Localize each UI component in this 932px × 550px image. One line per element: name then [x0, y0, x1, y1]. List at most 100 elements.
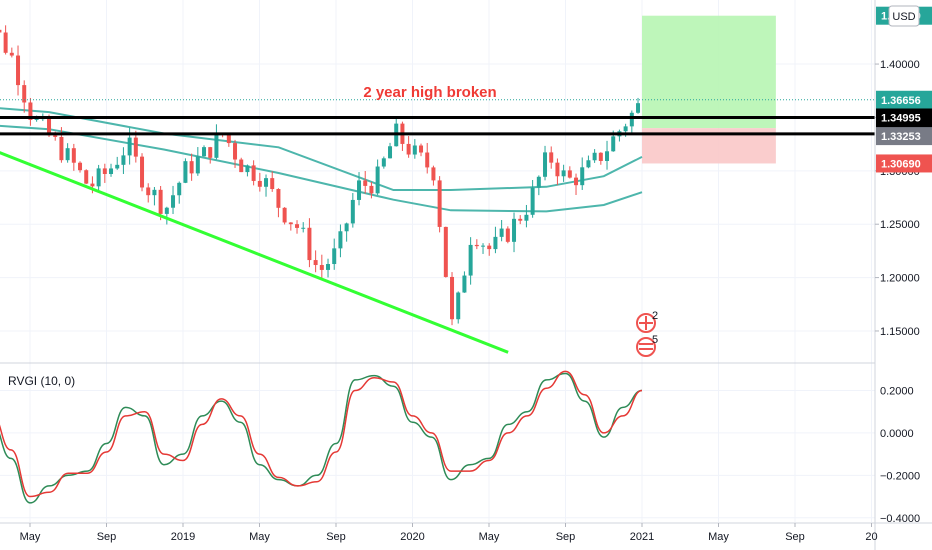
- candle-body[interactable]: [65, 148, 70, 161]
- candle-body[interactable]: [71, 148, 76, 163]
- candle-body[interactable]: [629, 112, 634, 127]
- y-tick-label[interactable]: 1.40000: [880, 59, 920, 71]
- candle-body[interactable]: [357, 180, 362, 200]
- rvgi-signal-line[interactable]: [0, 370, 643, 498]
- candle-body[interactable]: [90, 183, 95, 187]
- candle-body[interactable]: [549, 152, 554, 163]
- candle-body[interactable]: [468, 244, 473, 276]
- candle-body[interactable]: [146, 187, 151, 196]
- candle-body[interactable]: [158, 189, 163, 214]
- price-tag-box[interactable]: [876, 90, 932, 109]
- y-tick-label[interactable]: 1.15000: [880, 326, 920, 338]
- candle-body[interactable]: [543, 152, 548, 177]
- x-tick-label[interactable]: Sep: [785, 531, 805, 543]
- candle-body[interactable]: [431, 167, 436, 181]
- candle-body[interactable]: [202, 147, 207, 157]
- candle-body[interactable]: [264, 178, 269, 187]
- candle-body[interactable]: [338, 231, 343, 249]
- candle-body[interactable]: [474, 244, 479, 247]
- candle-body[interactable]: [313, 260, 318, 266]
- moving-average-1[interactable]: [0, 105, 643, 191]
- candle-body[interactable]: [96, 168, 101, 187]
- candle-body[interactable]: [388, 146, 393, 159]
- price-tag[interactable]: 1.34995: [876, 108, 932, 127]
- candle-body[interactable]: [288, 222, 293, 225]
- price-tag-box[interactable]: [876, 108, 932, 127]
- candle-body[interactable]: [152, 189, 157, 196]
- price-tag[interactable]: 1.33253: [876, 127, 932, 146]
- moving-average-2[interactable]: [0, 123, 643, 213]
- candle-body[interactable]: [499, 228, 504, 237]
- candle-body[interactable]: [239, 159, 244, 173]
- candle-body[interactable]: [567, 170, 572, 178]
- currency-badge[interactable]: USD: [888, 5, 920, 27]
- event-markers[interactable]: 2 5: [636, 310, 658, 357]
- candle-body[interactable]: [605, 151, 610, 161]
- candle-body[interactable]: [282, 207, 287, 223]
- candle-body[interactable]: [580, 167, 585, 186]
- x-tick-label[interactable]: 2021: [630, 531, 654, 543]
- x-tick-label[interactable]: 2019: [171, 531, 195, 543]
- candle-body[interactable]: [16, 55, 21, 86]
- candle-body[interactable]: [257, 180, 262, 187]
- candle-body[interactable]: [406, 143, 411, 155]
- event-marker-uk[interactable]: 2: [636, 310, 658, 333]
- candle-body[interactable]: [270, 178, 275, 190]
- candle-body[interactable]: [183, 161, 188, 183]
- candle-body[interactable]: [381, 158, 386, 167]
- candle-body[interactable]: [121, 155, 126, 165]
- candle-body[interactable]: [84, 170, 89, 184]
- candle-body[interactable]: [524, 214, 529, 221]
- candle-body[interactable]: [369, 185, 374, 194]
- candle-body[interactable]: [307, 227, 312, 261]
- candle-body[interactable]: [623, 126, 628, 132]
- candle-body[interactable]: [518, 218, 523, 221]
- candle-body[interactable]: [592, 152, 597, 161]
- candle-body[interactable]: [245, 165, 250, 173]
- candle-body[interactable]: [481, 245, 486, 247]
- candle-body[interactable]: [332, 248, 337, 265]
- price-tag-box[interactable]: [876, 154, 932, 173]
- candle-body[interactable]: [47, 118, 52, 136]
- candle-body[interactable]: [561, 170, 566, 177]
- y-tick-label[interactable]: 1.25000: [880, 219, 920, 231]
- candle-body[interactable]: [22, 85, 27, 103]
- candle-body[interactable]: [171, 195, 176, 208]
- x-tick-label[interactable]: 2020: [400, 531, 424, 543]
- x-tick-label[interactable]: Sep: [326, 531, 346, 543]
- x-tick-label[interactable]: May: [708, 531, 729, 543]
- candle-body[interactable]: [487, 245, 492, 250]
- candle-body[interactable]: [189, 161, 194, 174]
- candle-body[interactable]: [456, 292, 461, 320]
- candle-body[interactable]: [375, 166, 380, 194]
- x-tick-label[interactable]: May: [20, 531, 41, 543]
- candle-body[interactable]: [319, 265, 324, 270]
- candle-body[interactable]: [462, 275, 467, 293]
- price-tag-box[interactable]: [876, 127, 932, 146]
- position-profit-zone[interactable]: [642, 15, 776, 129]
- candle-body[interactable]: [536, 176, 541, 188]
- candle-body[interactable]: [177, 182, 182, 196]
- x-tick-label[interactable]: 20: [865, 531, 877, 543]
- candle-body[interactable]: [530, 187, 535, 215]
- rvgi-axis[interactable]: 0.2000 0.0000 −0.2000 −0.4000: [880, 385, 920, 524]
- price-tag[interactable]: 1.36656: [876, 90, 932, 109]
- candle-body[interactable]: [34, 118, 39, 120]
- candle-body[interactable]: [636, 103, 641, 113]
- candle-body[interactable]: [363, 180, 368, 186]
- rvgi-tick-label[interactable]: 0.0000: [880, 428, 914, 440]
- candle-body[interactable]: [437, 180, 442, 227]
- candle-body[interactable]: [493, 236, 498, 250]
- candle-body[interactable]: [512, 218, 517, 242]
- candles[interactable]: [0, 25, 641, 326]
- candle-body[interactable]: [555, 162, 560, 177]
- candle-body[interactable]: [251, 165, 256, 181]
- rvgi-tick-label[interactable]: 0.2000: [880, 385, 914, 397]
- x-tick-label[interactable]: Sep: [97, 531, 117, 543]
- candle-body[interactable]: [115, 164, 120, 169]
- candle-body[interactable]: [505, 228, 510, 242]
- candle-body[interactable]: [133, 137, 138, 157]
- us-flag-icon[interactable]: [636, 337, 656, 357]
- candle-body[interactable]: [164, 207, 169, 214]
